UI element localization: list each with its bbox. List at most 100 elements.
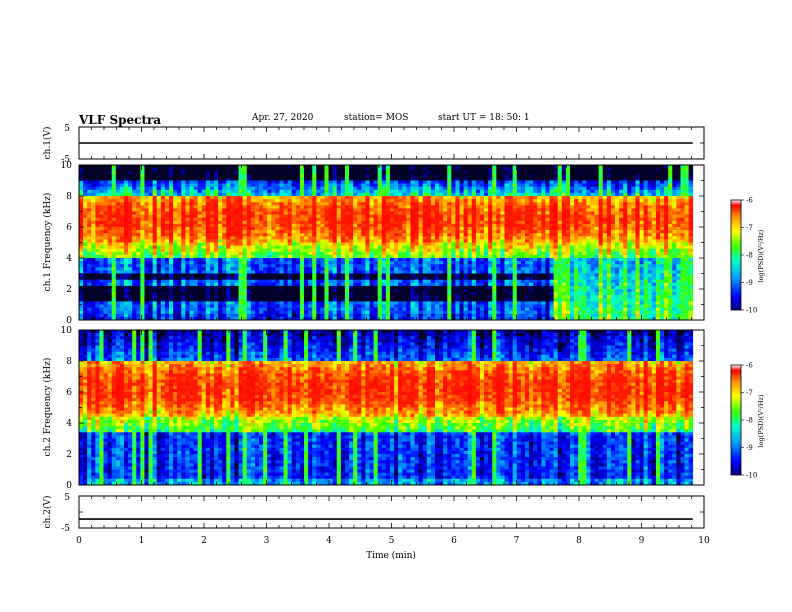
spectrogram-cell xyxy=(369,276,374,281)
spectrogram-cell xyxy=(226,205,231,209)
spectrogram-cell xyxy=(238,217,244,222)
spectrogram-cell xyxy=(201,248,207,253)
spectrogram-cell xyxy=(361,282,366,287)
spectrogram-cell xyxy=(377,171,383,175)
spectrogram-cell xyxy=(169,248,174,253)
spectrogram-cell xyxy=(189,245,194,250)
spectrogram-cell xyxy=(156,230,162,234)
spectrogram-cell xyxy=(451,292,456,296)
spectrogram-cell xyxy=(279,177,284,181)
spectrogram-cell xyxy=(132,171,137,175)
spectrogram-cell xyxy=(451,165,456,169)
spectrogram-cell xyxy=(181,171,186,175)
spectrogram-cell xyxy=(222,199,227,203)
spectrogram-cell xyxy=(295,258,301,262)
spectrogram-cell xyxy=(209,245,215,250)
spectrogram-cell xyxy=(152,180,158,184)
spectrogram-cell xyxy=(226,196,231,200)
spectrogram-cell xyxy=(459,270,464,274)
spectrogram-cell xyxy=(144,301,149,305)
spectrogram-cell xyxy=(295,174,301,178)
spectrogram-cell xyxy=(87,168,92,172)
spectrogram-cell xyxy=(214,223,219,228)
spectrogram-cell xyxy=(389,220,395,225)
spectrogram-cell xyxy=(263,282,268,287)
spectrogram-cell xyxy=(238,289,244,293)
spectrogram-cell xyxy=(344,270,350,274)
spectrogram-cell xyxy=(279,196,284,200)
spectrogram-cell xyxy=(287,180,293,184)
spectrogram-cell xyxy=(398,168,403,172)
spectrogram-cell xyxy=(214,242,219,246)
spectrogram-cell xyxy=(263,214,268,219)
spectrogram-cell xyxy=(291,227,297,231)
spectrogram-cell xyxy=(230,310,235,315)
spectrogram-cell xyxy=(254,276,260,281)
spectrogram-cell xyxy=(328,273,334,277)
spectrogram-cell xyxy=(295,177,301,181)
spectrogram-cell xyxy=(79,174,84,178)
spectrogram-cell xyxy=(426,177,432,181)
spectrogram-cell xyxy=(410,217,415,222)
spectrogram-cell xyxy=(156,227,162,231)
spectrogram-cell xyxy=(426,289,432,293)
spectrogram-cell xyxy=(295,199,301,203)
spectrogram-cell xyxy=(111,239,117,243)
spectrogram-cell xyxy=(369,248,374,253)
spectrogram-cell xyxy=(312,304,317,308)
spectrogram-cell xyxy=(332,270,338,274)
spectrogram-cell xyxy=(222,285,227,290)
spectrogram-cell xyxy=(201,251,207,256)
spectrogram-cell xyxy=(144,199,149,203)
spectrogram-cell xyxy=(259,174,264,178)
spectrogram-cell xyxy=(263,165,268,169)
spectrogram-cell xyxy=(283,298,289,302)
spectrogram-cell xyxy=(398,165,403,169)
spectrogram-cell xyxy=(279,230,284,234)
spectrogram-cell xyxy=(103,248,108,253)
spectrogram-cell xyxy=(406,205,411,209)
spectrogram-cell xyxy=(398,276,403,281)
spectrogram-cell xyxy=(87,289,92,293)
spectrogram-cell xyxy=(447,254,452,259)
spectrogram-cell xyxy=(434,276,440,281)
spectrogram-cell xyxy=(394,267,399,271)
spectrogram-cell xyxy=(459,208,464,212)
spectrogram-cell xyxy=(377,217,383,222)
spectrogram-cell xyxy=(402,270,407,274)
spectrogram-cell xyxy=(463,236,469,240)
spectrogram-cell xyxy=(140,292,145,296)
spectrogram-cell xyxy=(111,273,117,277)
spectrogram-cell xyxy=(193,214,199,219)
spectrogram-cell xyxy=(246,192,252,197)
spectrogram-cell xyxy=(144,186,149,191)
spectrogram-cell xyxy=(373,230,379,234)
spectrogram-cell xyxy=(128,304,133,308)
spectrogram-cell xyxy=(156,236,162,240)
spectrogram-cell xyxy=(439,205,444,209)
spectrogram-cell xyxy=(87,292,92,296)
spectrogram-cell xyxy=(214,220,219,225)
spectrogram-cell xyxy=(385,217,391,222)
spectrogram-cell xyxy=(185,254,190,259)
spectrogram-cell xyxy=(287,264,293,268)
spectrogram-cell xyxy=(218,177,223,181)
spectrogram-cell xyxy=(353,285,358,290)
spectrogram-cell xyxy=(443,192,448,197)
spectrogram-cell xyxy=(328,168,334,172)
spectrogram-cell xyxy=(324,292,329,296)
spectrogram-cell xyxy=(353,171,358,175)
spectrogram-cell xyxy=(83,220,88,225)
spectrogram-cell xyxy=(259,230,264,234)
spectrogram-cell xyxy=(107,180,113,184)
spectrogram-cell xyxy=(267,233,272,237)
spectrogram-cell xyxy=(259,239,264,243)
spectrogram-cell xyxy=(279,236,284,240)
spectrogram-cell xyxy=(156,307,162,312)
spectrogram-cell xyxy=(459,292,464,296)
spectrogram-cell xyxy=(156,245,162,250)
spectrogram-cell xyxy=(373,214,379,219)
spectrogram-cell xyxy=(320,220,325,225)
spectrogram-cell xyxy=(218,264,223,268)
spectrogram-cell xyxy=(263,242,268,246)
